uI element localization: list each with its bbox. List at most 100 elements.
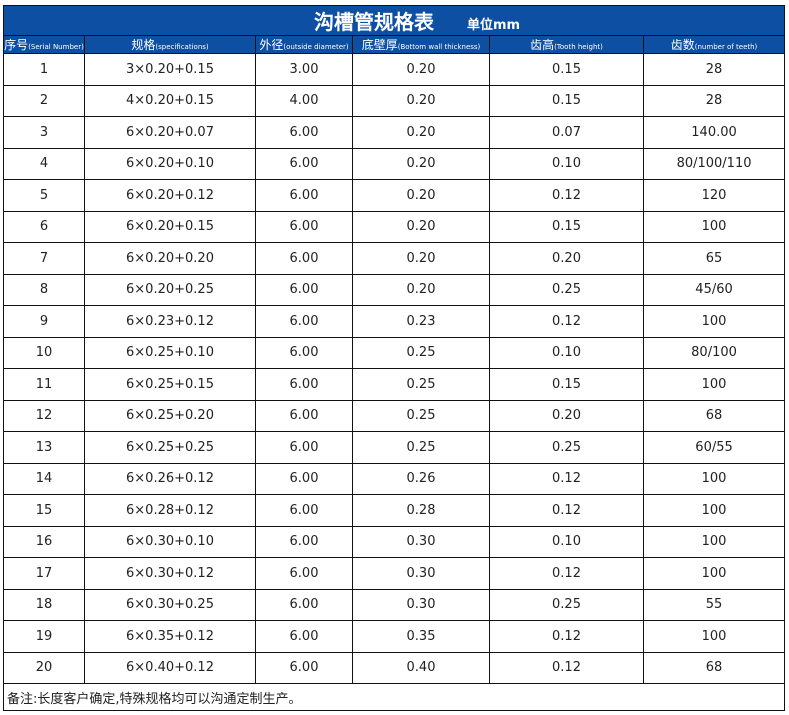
- table-cell: 6×0.30+0.12: [84, 557, 256, 590]
- table-cell: 6×0.30+0.10: [84, 525, 256, 558]
- table-cell: 20: [3, 651, 85, 684]
- table-cell: 6.00: [255, 399, 353, 432]
- column-header: 规格(specifications): [84, 35, 256, 54]
- table-cell: 6.00: [255, 336, 353, 369]
- column-header: 齿数(number of teeth): [642, 35, 786, 54]
- table-row: 2 4×0.20+0.15 4.00 0.20 0.15 28: [3, 84, 786, 117]
- table-cell: 28: [642, 84, 786, 117]
- column-header: 底壁厚(Bottom wall thickness): [352, 35, 490, 54]
- table-cell: 100: [642, 305, 786, 338]
- table-cell: 100: [642, 462, 786, 495]
- table-cell: 0.30: [352, 588, 490, 621]
- table-cell: 5: [3, 179, 85, 212]
- table-cell: 0.15: [489, 210, 644, 243]
- column-header: 齿高(Tooth height): [489, 35, 644, 54]
- table-cell: 17: [3, 557, 85, 590]
- table-cell: 6.00: [255, 210, 353, 243]
- table-title: 沟槽管规格表: [314, 10, 435, 34]
- footnote: 备注:长度客户确定,特殊规格均可以沟通定制生产。: [2, 683, 786, 711]
- table-cell: 0.12: [489, 494, 644, 527]
- table-cell: 7: [3, 242, 85, 275]
- table-cell: 0.10: [489, 336, 644, 369]
- table-cell: 6×0.20+0.07: [84, 116, 256, 149]
- table-cell: 100: [642, 368, 786, 401]
- table-cell: 6.00: [255, 620, 353, 653]
- table-cell: 6×0.20+0.10: [84, 147, 256, 180]
- table-cell: 6.00: [255, 273, 353, 306]
- table-cell: 0.12: [489, 620, 644, 653]
- column-header-en: (number of teeth): [694, 43, 758, 51]
- table-cell: 1: [3, 53, 85, 86]
- table-cell: 0.28: [352, 494, 490, 527]
- table-cell: 6×0.20+0.20: [84, 242, 256, 275]
- table-cell: 45/60: [642, 273, 786, 306]
- table-cell: 0.15: [489, 84, 644, 117]
- table-cell: 12: [3, 399, 85, 432]
- table-cell: 0.25: [352, 399, 490, 432]
- table-cell: 19: [3, 620, 85, 653]
- column-header-en: (outside diameter): [283, 43, 349, 51]
- table-cell: 6×0.26+0.12: [84, 462, 256, 495]
- unit-label: 单位mm: [467, 18, 521, 33]
- table-row: 18 6×0.30+0.25 6.00 0.30 0.25 55: [3, 588, 786, 621]
- table-cell: 0.12: [489, 305, 644, 338]
- table-cell: 6: [3, 210, 85, 243]
- table-row: 16 6×0.30+0.10 6.00 0.30 0.10 100: [3, 525, 786, 558]
- table-cell: 6×0.23+0.12: [84, 305, 256, 338]
- table-cell: 15: [3, 494, 85, 527]
- table-cell: 6.00: [255, 116, 353, 149]
- table-cell: 65: [642, 242, 786, 275]
- table-row: 11 6×0.25+0.15 6.00 0.25 0.15 100: [3, 368, 786, 401]
- table-cell: 6×0.35+0.12: [84, 620, 256, 653]
- table-cell: 11: [3, 368, 85, 401]
- table-cell: 4.00: [255, 84, 353, 117]
- table-cell: 60/55: [642, 431, 786, 464]
- table-cell: 13: [3, 431, 85, 464]
- table-cell: 6×0.25+0.25: [84, 431, 256, 464]
- table-cell: 6.00: [255, 557, 353, 590]
- table-cell: 6.00: [255, 588, 353, 621]
- table-cell: 80/100: [642, 336, 786, 369]
- table-cell: 0.20: [352, 116, 490, 149]
- column-header-cn: 底壁厚: [361, 38, 398, 52]
- table-cell: 6.00: [255, 147, 353, 180]
- table-cell: 0.20: [352, 147, 490, 180]
- table-cell: 80/100/110: [642, 147, 786, 180]
- table-cell: 100: [642, 210, 786, 243]
- table-cell: 0.12: [489, 557, 644, 590]
- table-row: 7 6×0.20+0.20 6.00 0.20 0.20 65: [3, 242, 786, 275]
- table-cell: 14: [3, 462, 85, 495]
- table-cell: 100: [642, 525, 786, 558]
- table-cell: 0.30: [352, 557, 490, 590]
- table-cell: 3.00: [255, 53, 353, 86]
- table-row: 9 6×0.23+0.12 6.00 0.23 0.12 100: [3, 305, 786, 338]
- table-cell: 0.23: [352, 305, 490, 338]
- table-cell: 0.20: [352, 242, 490, 275]
- table-cell: 120: [642, 179, 786, 212]
- table-cell: 0.20: [352, 53, 490, 86]
- table-cell: 0.25: [489, 431, 644, 464]
- table-cell: 4: [3, 147, 85, 180]
- table-cell: 0.26: [352, 462, 490, 495]
- table-cell: 68: [642, 399, 786, 432]
- table-cell: 6×0.20+0.12: [84, 179, 256, 212]
- table-cell: 0.20: [489, 242, 644, 275]
- table-row: 5 6×0.20+0.12 6.00 0.20 0.12 120: [3, 179, 786, 212]
- table-row: 12 6×0.25+0.20 6.00 0.25 0.20 68: [3, 399, 786, 432]
- table-cell: 6.00: [255, 179, 353, 212]
- table-cell: 3: [3, 116, 85, 149]
- table-cell: 0.35: [352, 620, 490, 653]
- column-header-row: 序号(Serial Number) 规格(specifications) 外径(ou…: [3, 35, 786, 54]
- column-header-cn: 齿高: [530, 38, 555, 52]
- table-cell: 6.00: [255, 494, 353, 527]
- table-cell: 6×0.25+0.20: [84, 399, 256, 432]
- column-header-en: (specifications): [155, 43, 209, 51]
- table-cell: 18: [3, 588, 85, 621]
- table-row: 6 6×0.20+0.15 6.00 0.20 0.15 100: [3, 210, 786, 243]
- table-cell: 6×0.20+0.15: [84, 210, 256, 243]
- table-cell: 6×0.28+0.12: [84, 494, 256, 527]
- table-cell: 0.25: [352, 336, 490, 369]
- spec-table-container: 沟槽管规格表 单位mm 序号(Serial Number) 规格(specific…: [2, 5, 786, 711]
- table-cell: 0.20: [489, 399, 644, 432]
- table-cell: 0.20: [352, 273, 490, 306]
